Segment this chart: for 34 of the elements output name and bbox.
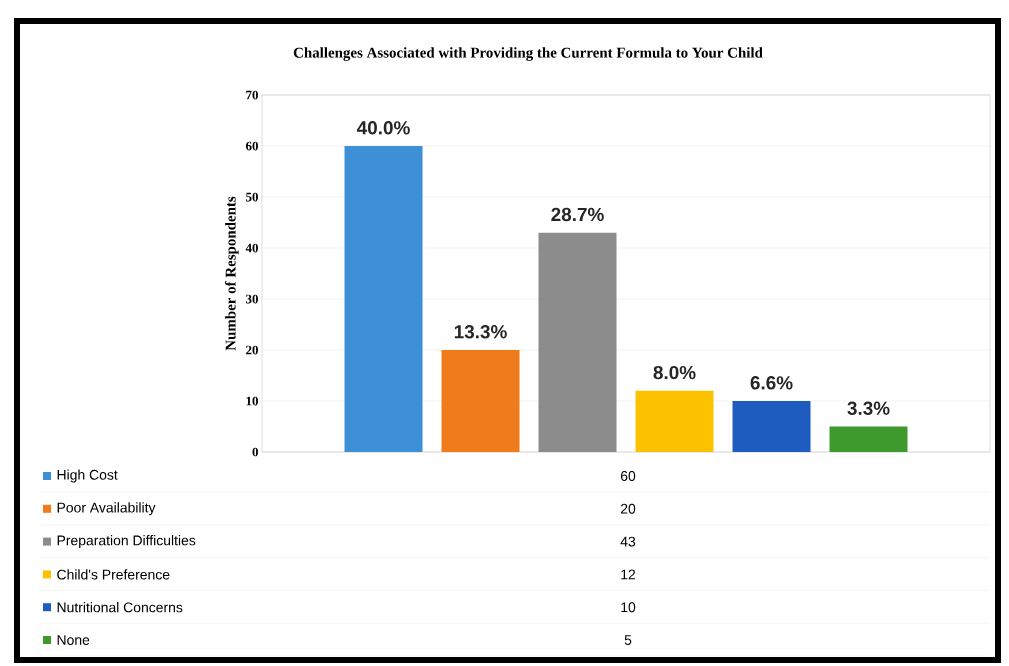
annotation: 8.0%	[653, 365, 696, 380]
y-tick-label: 50	[246, 192, 258, 202]
annotation: 13.3%	[454, 325, 507, 339]
y-tick-label: 0	[252, 447, 258, 457]
text: 20	[620, 503, 636, 514]
y-tick-label: 10	[246, 396, 258, 406]
y-tick-label: 20	[246, 345, 258, 355]
text: 10	[621, 602, 636, 613]
bar	[829, 426, 908, 453]
text: 60	[620, 471, 636, 481]
annotation: 40.0%	[356, 121, 410, 135]
bar	[344, 146, 423, 453]
legend-label: None	[57, 635, 90, 645]
bar	[635, 390, 714, 453]
annotation: 6.6%	[750, 376, 793, 390]
y-tick-label: 40	[245, 243, 258, 253]
annotation: 28.7%	[551, 207, 604, 222]
y-axis-title: Number of Respondents	[224, 196, 239, 351]
y-tick-label: 60	[245, 141, 258, 151]
chart-title: Challenges Associated with Providing the Current Formula to Your Child	[293, 47, 763, 61]
y-tick-label: 70	[246, 90, 258, 100]
legend-label: High Cost	[57, 469, 118, 483]
text: 12	[621, 569, 636, 580]
text: 43	[620, 536, 636, 547]
legend-label: Nutritional Concerns	[57, 602, 183, 613]
legend-label: Poor Availability	[57, 502, 156, 516]
y-tick-label: 30	[246, 294, 258, 304]
annotation: 3.3%	[847, 401, 890, 415]
text: 5	[624, 635, 632, 645]
bar	[441, 350, 520, 453]
legend-label: Child's Preference	[57, 569, 170, 580]
bar	[538, 232, 617, 453]
legend-label: Preparation Difficulties	[57, 535, 196, 549]
bar	[732, 401, 811, 453]
